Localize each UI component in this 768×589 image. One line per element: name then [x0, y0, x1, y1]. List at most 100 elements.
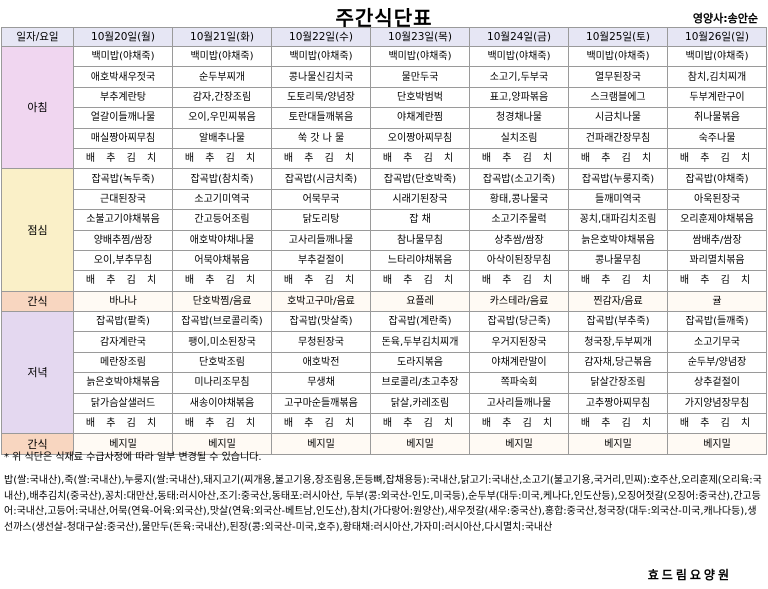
menu-cell: 배 추 김 치	[667, 270, 767, 292]
menu-cell: 바나나	[73, 290, 173, 313]
menu-cell: 잡곡밥(부추죽)	[568, 311, 668, 333]
menu-cell: 감자계란국	[73, 331, 173, 353]
menu-cell: 야채계란찜	[370, 107, 470, 129]
menu-cell: 베지밀	[73, 433, 173, 455]
menu-cell: 배 추 김 치	[469, 147, 569, 170]
menu-cell: 어묵무국	[271, 188, 371, 211]
meal-label: 저녁	[1, 311, 74, 435]
menu-cell: 아삭이된장무침	[469, 249, 569, 272]
menu-cell: 숙주나물	[667, 127, 767, 149]
menu-cell: 무생채	[271, 372, 371, 394]
menu-cell: 배 추 김 치	[172, 147, 272, 170]
menu-cell: 두부계란구이	[667, 86, 767, 109]
menu-cell: 베지밀	[469, 433, 569, 455]
menu-cell: 단호박찜/음료	[172, 290, 272, 313]
menu-cell: 간고등어조림	[172, 209, 272, 231]
menu-cell: 순두부/양념장	[667, 351, 767, 374]
menu-cell: 잡곡밥(계란죽)	[370, 311, 470, 333]
menu-cell: 표고,양파볶음	[469, 86, 569, 109]
menu-cell: 소고기무국	[667, 331, 767, 353]
menu-cell: 취나물볶음	[667, 107, 767, 129]
menu-cell: 고사리들깨나물	[469, 392, 569, 415]
menu-cell: 애호박야채나물	[172, 229, 272, 251]
menu-cell: 양배추찜/쌈장	[73, 229, 173, 251]
menu-cell: 고추짱아찌무침	[568, 392, 668, 415]
menu-cell: 들깨미역국	[568, 188, 668, 211]
menu-cell: 배 추 김 치	[271, 147, 371, 170]
menu-cell: 소고기,두부국	[469, 66, 569, 88]
menu-cell: 오이짱아찌무침	[370, 127, 470, 149]
menu-row: 얼갈이들깨나물 오이,우민찌볶음 토란대들깨볶음 야채계란찜 청경채나물 시금치나물 취나물…	[2, 107, 767, 129]
menu-cell: 야채계란말이	[469, 351, 569, 374]
header-day-5: 10월24일(금)	[469, 27, 569, 47]
menu-cell: 백미밥(야채죽)	[73, 45, 173, 68]
menu-row: 부추계란탕 감자,간장조림 도토리묵/양념장 단호박범벅 표고,양파볶음 스크램블에그 두부…	[2, 86, 767, 109]
menu-cell: 찐감자/음료	[568, 290, 668, 313]
notes: * 위 식단은 식재료 수급사정에 따라 일부 변경될 수 있습니다. 밥(쌀:…	[4, 450, 764, 535]
menu-cell: 청경채나물	[469, 107, 569, 129]
facility-name: 효드림요양원	[647, 568, 732, 582]
menu-cell: 잡곡밥(시금치죽)	[271, 168, 371, 190]
menu-cell: 단호박범벅	[370, 86, 470, 109]
menu-cell: 배 추 김 치	[568, 147, 668, 170]
menu-cell: 근대된장국	[73, 188, 173, 211]
menu-cell: 애호박전	[271, 351, 371, 374]
menu-cell: 단호박조림	[172, 351, 272, 374]
menu-cell: 오이,우민찌볶음	[172, 107, 272, 129]
menu-row: 매실짱아찌무침 알배추나물 쑥 갓 나 물 오이짱아찌무침 실치조림 건파래간장무침 숙주나…	[2, 127, 767, 149]
menu-cell: 느타리야채볶음	[370, 249, 470, 272]
menu-cell: 감자,간장조림	[172, 86, 272, 109]
menu-cell: 시금치나물	[568, 107, 668, 129]
menu-row: 메란장조림 단호박조림 애호박전 도라지볶음 야채계란말이 감자채,당근볶음 순두부/양념장	[2, 351, 767, 374]
meal-label: 점심	[1, 168, 74, 292]
menu-cell: 잡곡밥(소고기죽)	[469, 168, 569, 190]
menu-row: 닭가슴살샐러드 새송이야채볶음 고구마순들깨볶음 닭살,카레조림 고사리들깨나물 고추짱아…	[2, 392, 767, 415]
menu-cell: 닭살간장조림	[568, 372, 668, 394]
menu-cell: 배 추 김 치	[469, 270, 569, 292]
menu-cell: 무청된장국	[271, 331, 371, 353]
menu-cell: 콩나물무침	[568, 249, 668, 272]
menu-cell: 백미밥(야채죽)	[469, 45, 569, 68]
menu-cell: 배 추 김 치	[469, 413, 569, 435]
menu-cell: 잡곡밥(브로콜리죽)	[172, 311, 272, 333]
menu-cell: 백미밥(야채죽)	[172, 45, 272, 68]
menu-cell: 배 추 김 치	[73, 270, 173, 292]
menu-cell: 배 추 김 치	[172, 270, 272, 292]
menu-cell: 감자채,당근볶음	[568, 351, 668, 374]
menu-cell: 꽁치,대파김치조림	[568, 209, 668, 231]
menu-cell: 배 추 김 치	[370, 147, 470, 170]
menu-row: 오이,부추무침 어묵야채볶음 부추겉절이 느타리야채볶음 아삭이된장무침 콩나물무침 꽈리멸…	[2, 249, 767, 272]
menu-cell: 배 추 김 치	[667, 413, 767, 435]
header-day-6: 10월25일(토)	[568, 27, 668, 47]
menu-cell: 잡곡밥(녹두죽)	[73, 168, 173, 190]
menu-cell: 배 추 김 치	[370, 270, 470, 292]
menu-cell: 잡곡밥(참치죽)	[172, 168, 272, 190]
menu-cell: 애호박새우젓국	[73, 66, 173, 88]
nutritionist-label: 영양사:송안순	[692, 12, 758, 25]
menu-cell: 돈육,두부김치찌개	[370, 331, 470, 353]
menu-row: 점심 잡곡밥(녹두죽) 잡곡밥(참치죽) 잡곡밥(시금치죽) 잡곡밥(단호박죽) 잡곡밥(…	[1, 168, 767, 292]
menu-cell: 귤	[667, 290, 767, 313]
menu-cell: 요플레	[370, 290, 470, 313]
menu-row: 애호박새우젓국 순두부찌개 콩나물신김치국 물만두국 소고기,두부국 열무된장국 참치,김치…	[2, 66, 767, 88]
menu-cell: 베지밀	[568, 433, 668, 455]
weekly-menu-table: 일자/요일 10월20일(월) 10월21일(화) 10월22일(수) 10월23일(목…	[1, 27, 767, 455]
menu-cell: 메란장조림	[73, 351, 173, 374]
menu-cell: 배 추 김 치	[172, 413, 272, 435]
menu-cell: 황태,콩나물국	[469, 188, 569, 211]
origin-info: 밥(쌀:국내산),죽(쌀:국내산),누룽지(쌀:국내산),돼지고기(찌개용,불고…	[4, 475, 762, 533]
menu-cell: 꽈리멸치볶음	[667, 249, 767, 272]
menu-cell: 매실짱아찌무침	[73, 127, 173, 149]
menu-cell: 베지밀	[667, 433, 767, 455]
menu-cell: 잡곡밥(맛살죽)	[271, 311, 371, 333]
menu-cell: 실치조림	[469, 127, 569, 149]
header-day-7: 10월26일(일)	[667, 27, 767, 47]
menu-cell: 잡곡밥(단호박죽)	[370, 168, 470, 190]
menu-row: 아침 백미밥(야채죽) 백미밥(야채죽) 백미밥(야채죽) 백미밥(야채죽) 백미밥(야채…	[1, 45, 767, 170]
menu-cell: 청국장,두부찌개	[568, 331, 668, 353]
menu-cell: 쑥 갓 나 물	[271, 127, 371, 149]
menu-cell: 닭살,카레조림	[370, 392, 470, 415]
menu-cell: 카스테라/음료	[469, 290, 569, 313]
menu-cell: 잡곡밥(누룽지죽)	[568, 168, 668, 190]
menu-cell: 가지양념장무침	[667, 392, 767, 415]
